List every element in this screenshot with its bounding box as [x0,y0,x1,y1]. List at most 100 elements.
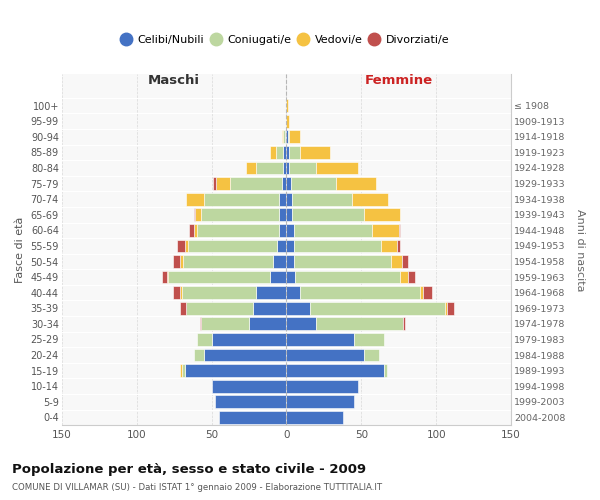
Bar [336,177,376,190]
Bar [447,302,454,314]
Legend: Celibi/Nubili, Coniugati/e, Vedovi/e, Divorziati/e: Celibi/Nubili, Coniugati/e, Vedovi/e, Di… [123,34,450,45]
Bar [294,240,381,252]
Bar [381,240,397,252]
Bar [352,193,388,205]
Bar [189,224,194,236]
Bar [286,193,292,205]
Bar [283,146,286,159]
Bar [204,348,286,362]
Bar [197,333,212,346]
Bar [292,193,352,205]
Bar [286,115,289,128]
Bar [188,240,277,252]
Bar [180,364,182,377]
Bar [212,380,286,392]
Bar [286,100,288,112]
Bar [420,286,423,299]
Bar [162,270,167,283]
Bar [384,364,387,377]
Bar [286,348,364,362]
Bar [219,411,286,424]
Bar [197,224,279,236]
Bar [397,240,400,252]
Text: Femmine: Femmine [365,74,433,87]
Bar [185,240,188,252]
Bar [186,193,204,205]
Bar [282,130,283,143]
Bar [180,302,186,314]
Bar [212,333,286,346]
Bar [310,302,445,314]
Bar [201,208,279,221]
Bar [249,318,286,330]
Bar [215,396,286,408]
Bar [173,255,180,268]
Bar [399,224,400,236]
Bar [286,240,294,252]
Bar [273,255,286,268]
Bar [400,270,408,283]
Bar [408,270,415,283]
Bar [270,146,276,159]
Bar [180,255,183,268]
Bar [288,130,289,143]
Bar [289,146,300,159]
Bar [283,130,285,143]
Bar [316,162,358,174]
Bar [391,255,402,268]
Bar [286,286,300,299]
Bar [294,255,391,268]
Bar [213,177,216,190]
Bar [167,270,168,283]
Bar [204,193,279,205]
Bar [200,318,201,330]
Bar [286,380,358,392]
Bar [286,208,292,221]
Bar [294,224,372,236]
Bar [445,302,447,314]
Bar [285,130,286,143]
Bar [286,318,316,330]
Text: COMUNE DI VILLAMAR (SU) - Dati ISTAT 1° gennaio 2009 - Elaborazione TUTTITALIA.I: COMUNE DI VILLAMAR (SU) - Dati ISTAT 1° … [12,484,382,492]
Bar [354,333,384,346]
Bar [279,193,286,205]
Bar [292,208,364,221]
Bar [316,318,403,330]
Bar [270,270,286,283]
Y-axis label: Anni di nascita: Anni di nascita [575,208,585,291]
Bar [183,255,273,268]
Bar [286,396,354,408]
Bar [186,302,253,314]
Bar [201,318,249,330]
Bar [286,162,289,174]
Bar [277,240,286,252]
Bar [177,240,185,252]
Text: Maschi: Maschi [148,74,200,87]
Bar [283,162,286,174]
Bar [230,177,282,190]
Bar [246,162,256,174]
Bar [300,286,420,299]
Bar [185,364,286,377]
Bar [372,224,399,236]
Bar [364,208,400,221]
Bar [286,146,289,159]
Bar [282,177,286,190]
Bar [256,286,286,299]
Bar [291,177,336,190]
Bar [173,286,180,299]
Bar [194,208,195,221]
Bar [195,208,201,221]
Bar [364,348,379,362]
Bar [286,255,294,268]
Bar [253,302,286,314]
Bar [276,146,283,159]
Bar [295,270,400,283]
Y-axis label: Fasce di età: Fasce di età [15,216,25,283]
Bar [279,224,286,236]
Bar [168,270,270,283]
Bar [286,411,343,424]
Bar [403,318,405,330]
Bar [286,224,294,236]
Bar [182,364,185,377]
